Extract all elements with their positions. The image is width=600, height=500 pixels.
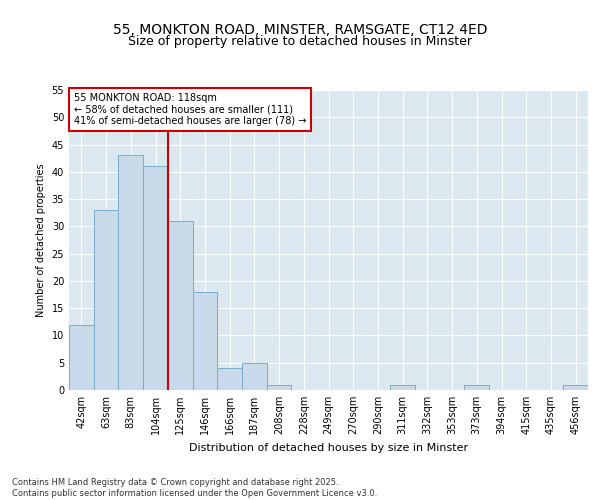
Text: 55, MONKTON ROAD, MINSTER, RAMSGATE, CT12 4ED: 55, MONKTON ROAD, MINSTER, RAMSGATE, CT1… bbox=[113, 22, 487, 36]
Bar bbox=[267, 384, 292, 390]
Text: Size of property relative to detached houses in Minster: Size of property relative to detached ho… bbox=[128, 35, 472, 48]
Bar bbox=[143, 166, 168, 390]
Bar bbox=[563, 384, 588, 390]
X-axis label: Distribution of detached houses by size in Minster: Distribution of detached houses by size … bbox=[189, 442, 468, 452]
Y-axis label: Number of detached properties: Number of detached properties bbox=[36, 163, 46, 317]
Text: 55 MONKTON ROAD: 118sqm
← 58% of detached houses are smaller (111)
41% of semi-d: 55 MONKTON ROAD: 118sqm ← 58% of detache… bbox=[74, 93, 307, 126]
Bar bbox=[193, 292, 217, 390]
Bar bbox=[94, 210, 118, 390]
Bar bbox=[390, 384, 415, 390]
Bar bbox=[242, 362, 267, 390]
Bar bbox=[464, 384, 489, 390]
Text: Contains HM Land Registry data © Crown copyright and database right 2025.
Contai: Contains HM Land Registry data © Crown c… bbox=[12, 478, 377, 498]
Bar bbox=[69, 324, 94, 390]
Bar bbox=[168, 221, 193, 390]
Bar bbox=[118, 156, 143, 390]
Bar bbox=[217, 368, 242, 390]
